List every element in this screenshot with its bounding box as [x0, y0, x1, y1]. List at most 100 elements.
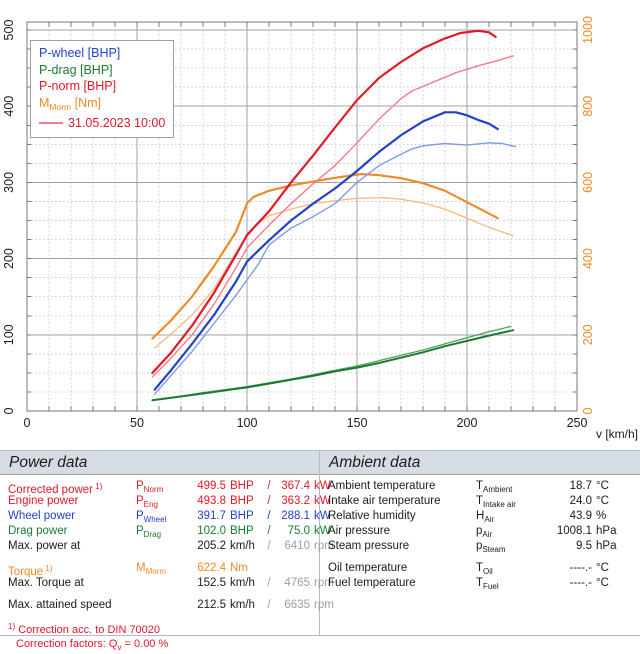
- series-P-wheel: [155, 112, 498, 389]
- table-cell: [136, 598, 188, 613]
- table-cell: /: [264, 598, 274, 613]
- ambient-data-title: Ambient data: [320, 451, 640, 475]
- table-cell: 6410: [274, 539, 314, 554]
- table-cell: 212.5: [188, 598, 230, 613]
- y-right-tick-label: 0: [581, 407, 595, 414]
- table-cell: Steam pressure: [328, 539, 476, 557]
- legend-item-p-norm: P-norm [BHP]: [39, 78, 165, 95]
- legend-label: P-drag [BHP]: [39, 63, 113, 77]
- series-P-norm-previous: [152, 56, 513, 377]
- table-cell: Intake air: [483, 500, 516, 509]
- legend-item-p-drag: P-drag [BHP]: [39, 62, 165, 79]
- y-right-tick-label: 1000: [581, 16, 595, 44]
- table-cell: km/h: [230, 576, 264, 591]
- x-axis-tick-label: 0: [24, 416, 31, 430]
- table-cell: = 0.00 %: [121, 638, 168, 650]
- table-cell: TFuel: [476, 576, 538, 594]
- table-cell: [136, 539, 188, 554]
- table-cell: T: [476, 480, 483, 492]
- y-right-tick-label: 600: [581, 172, 595, 193]
- x-axis-tick-label: 200: [457, 416, 478, 430]
- y-right-tick-label: 200: [581, 324, 595, 345]
- y-right-tick-label: 800: [581, 96, 595, 117]
- table-cell: /: [264, 576, 274, 591]
- table-cell: 1): [93, 482, 102, 491]
- legend-item-run-date: 31.05.2023 10:00: [39, 115, 165, 132]
- legend-label: P-norm [BHP]: [39, 79, 116, 93]
- legend-label: P-wheel [BHP]: [39, 46, 120, 60]
- table-cell: Morm: [146, 567, 166, 576]
- table-cell: T: [476, 495, 483, 507]
- table-cell: Max. Torque at: [8, 576, 136, 591]
- table-cell: Correction factors: Q: [16, 638, 117, 650]
- table-cell: Correction acc. to DIN 70020: [15, 624, 160, 636]
- footnote-din-correction: 1) Correction acc. to DIN 70020: [8, 620, 319, 638]
- table-cell: P: [136, 510, 144, 522]
- table-cell: Oil: [483, 567, 493, 576]
- table-cell: T: [476, 577, 483, 589]
- y-left-tick-label: 300: [2, 172, 16, 193]
- series-M-Morm: [152, 174, 497, 339]
- table-cell: Wheel: [144, 515, 167, 524]
- y-right-tick-label: 400: [581, 248, 595, 269]
- table-cell: 152.5: [188, 576, 230, 591]
- table-cell: °C: [596, 576, 630, 594]
- table-cell: km/h: [230, 539, 264, 554]
- table-cell: P: [136, 495, 144, 507]
- table-cell: Drag: [144, 530, 161, 539]
- x-axis-tick-label: 150: [347, 416, 368, 430]
- run-date-label: 31.05.2023 10:00: [68, 116, 165, 130]
- table-cell: P: [136, 525, 144, 537]
- chart-legend: P-wheel [BHP] P-drag [BHP] P-norm [BHP] …: [30, 40, 174, 138]
- table-cell: ----.-: [538, 576, 596, 594]
- table-cell: 205.2: [188, 539, 230, 554]
- table-cell: 6635: [274, 598, 314, 613]
- series-P-wheel-previous: [155, 143, 516, 394]
- table-cell: P: [136, 480, 144, 492]
- legend-label-subscript: Morm: [49, 102, 71, 112]
- table-cell: Ambient: [483, 485, 512, 494]
- table-cell: hPa: [596, 539, 630, 557]
- table-cell: 1): [43, 564, 52, 573]
- y-left-tick-label: 500: [2, 20, 16, 41]
- table-cell: Eng: [144, 500, 158, 509]
- table-cell: 4765: [274, 576, 314, 591]
- table-cell: M: [136, 562, 146, 574]
- table-cell: /: [264, 539, 274, 554]
- x-axis-tick-label: 50: [130, 416, 144, 430]
- table-cell: Fuel temperature: [328, 576, 476, 594]
- table-cell: T: [476, 562, 483, 574]
- y-left-tick-label: 200: [2, 248, 16, 269]
- power-data-title: Power data: [0, 451, 319, 475]
- series-P-drag-previous: [152, 326, 511, 400]
- legend-item-torque: MMorm [Nm]: [39, 95, 165, 116]
- legend-label: M: [39, 96, 49, 110]
- legend-item-p-wheel: P-wheel [BHP]: [39, 45, 165, 62]
- table-cell: Norm: [144, 485, 164, 494]
- table-cell: 9.5: [538, 539, 596, 557]
- x-axis-label: v [km/h]: [596, 427, 638, 441]
- y-left-tick-label: 400: [2, 96, 16, 117]
- y-left-tick-label: 0: [2, 407, 16, 414]
- x-axis-tick-label: 250: [567, 416, 588, 430]
